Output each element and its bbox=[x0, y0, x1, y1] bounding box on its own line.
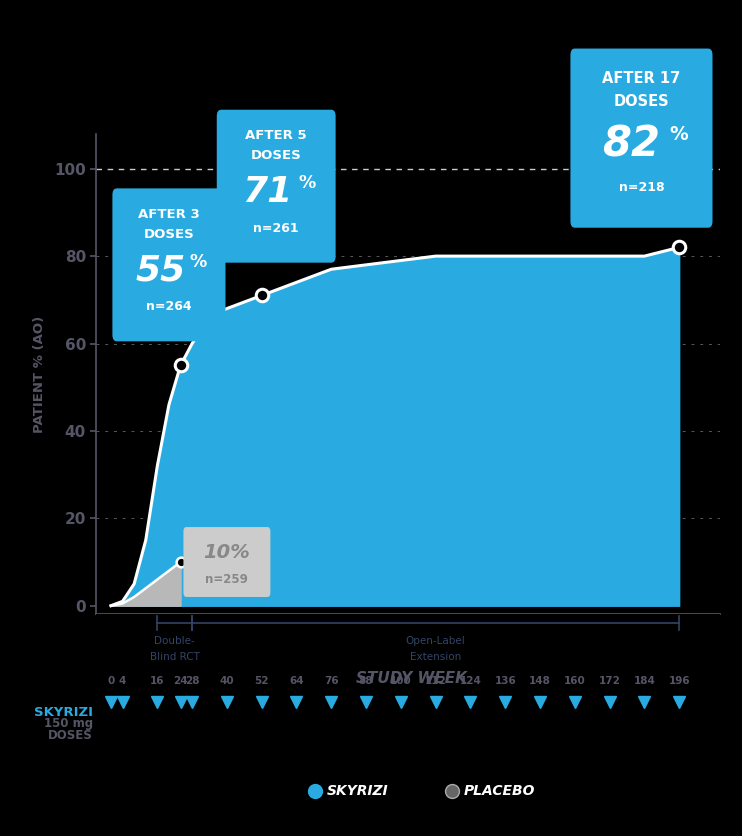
Y-axis label: PATIENT % (AO): PATIENT % (AO) bbox=[33, 315, 46, 433]
Text: 52: 52 bbox=[255, 676, 269, 686]
Text: DOSES: DOSES bbox=[251, 149, 301, 162]
Text: %: % bbox=[298, 175, 315, 192]
Text: STUDY WEEK: STUDY WEEK bbox=[356, 671, 467, 686]
FancyBboxPatch shape bbox=[183, 527, 270, 597]
Text: PLACEBO: PLACEBO bbox=[464, 784, 536, 798]
Text: 196: 196 bbox=[669, 676, 690, 686]
Text: 172: 172 bbox=[599, 676, 620, 686]
Text: 136: 136 bbox=[494, 676, 516, 686]
Text: SKYRIZI: SKYRIZI bbox=[33, 706, 93, 719]
Text: DOSES: DOSES bbox=[48, 729, 93, 742]
Text: n=261: n=261 bbox=[253, 222, 299, 235]
Text: 76: 76 bbox=[324, 676, 338, 686]
FancyBboxPatch shape bbox=[112, 188, 226, 341]
Text: 112: 112 bbox=[424, 676, 447, 686]
Text: n=259: n=259 bbox=[206, 573, 249, 586]
Text: 28: 28 bbox=[185, 676, 200, 686]
Text: 150 mg: 150 mg bbox=[44, 717, 93, 731]
Text: 4: 4 bbox=[119, 676, 126, 686]
Text: Blind RCT: Blind RCT bbox=[150, 652, 200, 662]
Text: 82: 82 bbox=[602, 124, 660, 166]
Text: 148: 148 bbox=[529, 676, 551, 686]
Text: 16: 16 bbox=[150, 676, 165, 686]
Text: n=264: n=264 bbox=[146, 300, 191, 314]
Text: %: % bbox=[669, 125, 688, 145]
Text: n=218: n=218 bbox=[619, 181, 664, 195]
Text: 55: 55 bbox=[136, 253, 186, 288]
Text: 88: 88 bbox=[359, 676, 373, 686]
Text: DOSES: DOSES bbox=[143, 227, 194, 241]
Text: AFTER 17: AFTER 17 bbox=[603, 71, 680, 86]
Text: 0: 0 bbox=[108, 676, 114, 686]
Text: 10%: 10% bbox=[203, 543, 250, 563]
Text: 71: 71 bbox=[242, 175, 292, 209]
Text: Extension: Extension bbox=[410, 652, 462, 662]
Text: 124: 124 bbox=[459, 676, 482, 686]
Text: Open-Label: Open-Label bbox=[406, 636, 465, 646]
FancyBboxPatch shape bbox=[217, 110, 335, 263]
Text: 24: 24 bbox=[173, 676, 188, 686]
Text: AFTER 5: AFTER 5 bbox=[246, 130, 307, 142]
Text: DOSES: DOSES bbox=[614, 94, 669, 109]
FancyBboxPatch shape bbox=[571, 48, 712, 227]
Text: Double-: Double- bbox=[154, 636, 195, 646]
Text: AFTER 3: AFTER 3 bbox=[138, 208, 200, 221]
Text: 40: 40 bbox=[220, 676, 234, 686]
Text: 100: 100 bbox=[390, 676, 412, 686]
Text: 64: 64 bbox=[289, 676, 303, 686]
Text: 160: 160 bbox=[564, 676, 585, 686]
Text: SKYRIZI: SKYRIZI bbox=[327, 784, 389, 798]
Text: %: % bbox=[189, 253, 207, 271]
Text: 184: 184 bbox=[634, 676, 655, 686]
